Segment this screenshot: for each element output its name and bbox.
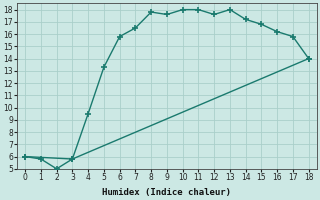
X-axis label: Humidex (Indice chaleur): Humidex (Indice chaleur) [102,188,231,197]
